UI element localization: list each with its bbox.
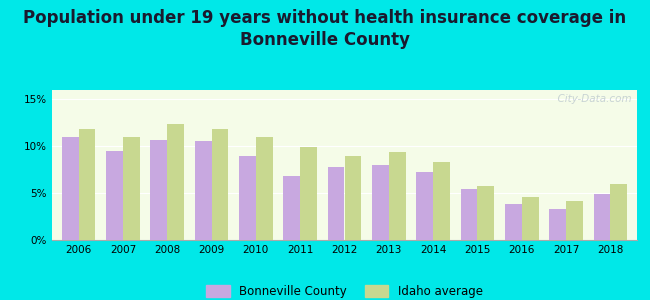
Bar [522,197,539,240]
Text: City-Data.com: City-Data.com [551,94,631,104]
Bar [211,129,228,240]
Text: Population under 19 years without health insurance coverage in
Bonneville County: Population under 19 years without health… [23,9,627,49]
Bar [416,172,433,240]
Bar [283,176,300,240]
Bar [239,156,256,240]
Bar [372,165,389,240]
Bar [106,151,123,240]
Bar [478,186,494,240]
Bar [195,141,211,240]
Bar [566,201,583,240]
Legend: Bonneville County, Idaho average: Bonneville County, Idaho average [202,280,488,300]
Bar [150,140,167,240]
Bar [300,147,317,240]
Bar [256,137,273,240]
Bar [593,194,610,240]
Bar [79,129,96,240]
Bar [344,156,361,240]
Bar [549,209,566,240]
Bar [433,162,450,240]
Bar [123,137,140,240]
Bar [505,204,522,240]
Bar [167,124,184,240]
Bar [389,152,406,240]
Bar [461,189,478,240]
Bar [610,184,627,240]
Bar [328,167,345,240]
Bar [62,137,79,240]
